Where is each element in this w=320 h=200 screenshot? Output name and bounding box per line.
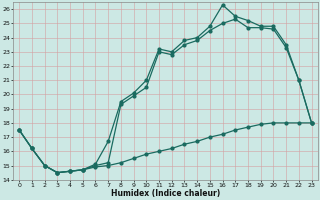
X-axis label: Humidex (Indice chaleur): Humidex (Indice chaleur): [111, 189, 220, 198]
